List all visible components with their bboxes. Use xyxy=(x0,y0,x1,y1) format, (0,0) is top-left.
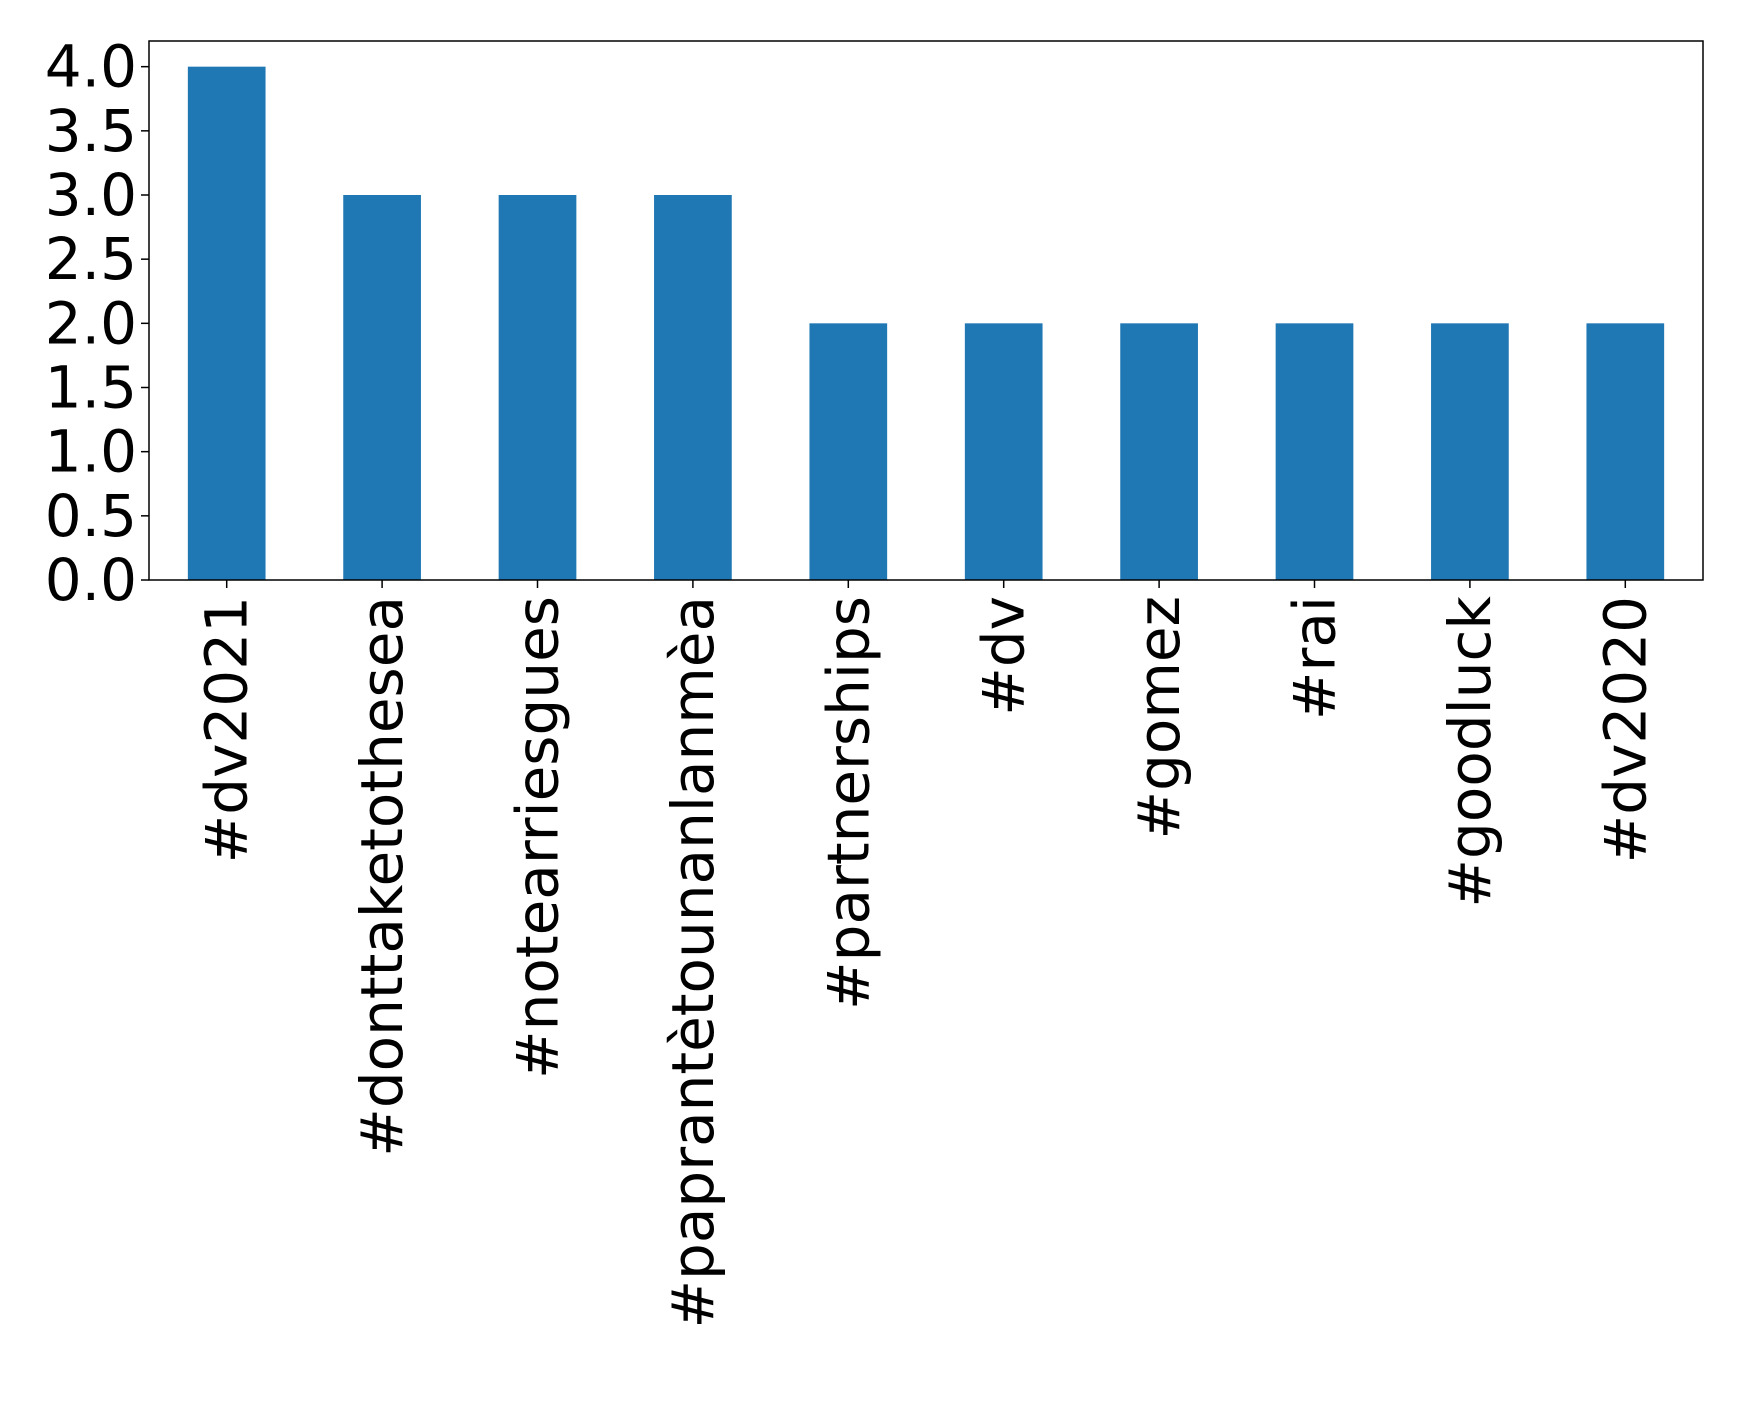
bar xyxy=(809,323,888,580)
x-tick-label: #dv xyxy=(970,596,1038,716)
bar xyxy=(964,323,1043,580)
bar xyxy=(187,66,266,580)
y-tick-label: 4.0 xyxy=(45,33,137,101)
axes-frame xyxy=(148,40,1704,581)
y-tick-label: 0.5 xyxy=(45,482,137,550)
x-tick-label: #notearriesgues xyxy=(504,596,572,1079)
bar xyxy=(1431,323,1509,580)
bar xyxy=(1586,323,1665,580)
y-tick-label: 1.5 xyxy=(45,354,137,422)
bar xyxy=(654,195,732,580)
x-tick-label: #rai xyxy=(1281,596,1349,720)
y-tick-label: 1.0 xyxy=(45,418,137,486)
bar xyxy=(1120,323,1198,580)
y-tick-label: 3.5 xyxy=(45,97,137,165)
x-axis-ticks: #dv2021 #donttaketothesea #notearriesgues #… xyxy=(193,580,1659,1329)
bars-group xyxy=(187,66,1665,580)
y-tick-label: 2.5 xyxy=(45,225,137,293)
bar xyxy=(498,195,577,580)
x-tick-label: #partnerships xyxy=(814,596,882,1010)
x-tick-label: #gomez xyxy=(1125,596,1193,840)
y-tick-label: 3.0 xyxy=(45,161,137,229)
y-tick-label: 2.0 xyxy=(45,289,137,357)
x-tick-label: #goodluck xyxy=(1436,596,1504,908)
x-tick-label: #dv2021 xyxy=(193,596,261,863)
y-axis-ticks: 0.00.51.01.52.02.53.03.54.0 xyxy=(45,33,149,614)
x-tick-label: #dv2020 xyxy=(1591,596,1659,863)
y-tick-label: 0.0 xyxy=(45,546,137,614)
x-tick-label: #donttaketothesea xyxy=(348,596,416,1157)
bar xyxy=(1275,323,1354,580)
x-tick-label: #paprantètounanlanmèa xyxy=(659,596,727,1329)
bar xyxy=(343,195,421,580)
